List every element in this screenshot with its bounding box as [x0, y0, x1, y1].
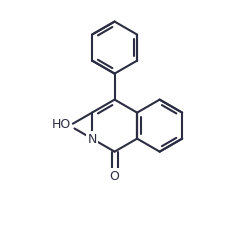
- Text: N: N: [87, 132, 97, 145]
- Text: HO: HO: [51, 118, 71, 131]
- Text: O: O: [110, 169, 120, 182]
